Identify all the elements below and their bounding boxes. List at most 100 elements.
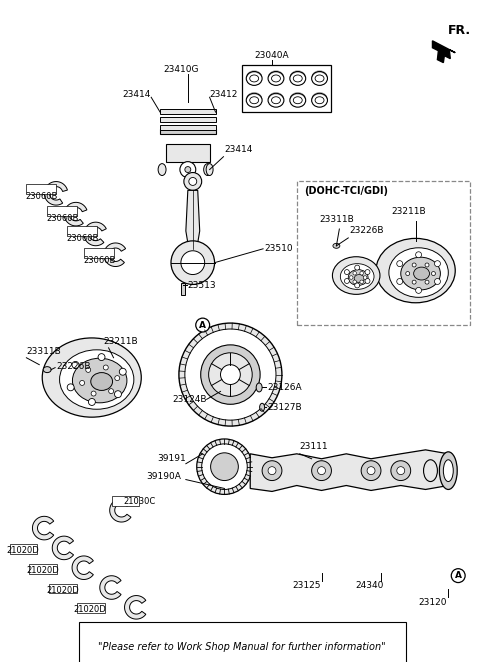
Circle shape xyxy=(185,167,191,173)
Text: A: A xyxy=(455,571,462,580)
Circle shape xyxy=(412,263,416,267)
Circle shape xyxy=(355,265,360,270)
Circle shape xyxy=(312,461,331,481)
Bar xyxy=(111,496,139,506)
Text: 23120: 23120 xyxy=(418,598,447,607)
Circle shape xyxy=(180,162,196,177)
Ellipse shape xyxy=(348,269,368,285)
Circle shape xyxy=(345,279,349,283)
Text: 23211B: 23211B xyxy=(104,338,138,346)
Circle shape xyxy=(432,271,435,275)
Polygon shape xyxy=(64,203,87,226)
Polygon shape xyxy=(250,450,448,491)
Bar xyxy=(166,144,210,162)
Ellipse shape xyxy=(414,267,430,280)
Circle shape xyxy=(360,271,363,275)
Text: 23226B: 23226B xyxy=(349,226,384,236)
Polygon shape xyxy=(44,181,67,205)
Text: 23060B: 23060B xyxy=(83,256,116,265)
Circle shape xyxy=(360,280,363,283)
Ellipse shape xyxy=(42,338,141,417)
Text: 23126A: 23126A xyxy=(267,383,302,392)
Circle shape xyxy=(397,261,403,267)
Circle shape xyxy=(355,283,360,288)
Text: 23311B: 23311B xyxy=(26,348,61,356)
Circle shape xyxy=(262,461,282,481)
Ellipse shape xyxy=(60,350,134,409)
Text: 23311B: 23311B xyxy=(320,214,354,224)
Ellipse shape xyxy=(444,459,453,481)
Ellipse shape xyxy=(91,373,112,391)
Circle shape xyxy=(181,251,204,275)
Circle shape xyxy=(416,252,421,258)
Circle shape xyxy=(268,467,276,475)
Circle shape xyxy=(72,361,79,368)
Text: 23414: 23414 xyxy=(225,145,253,154)
Circle shape xyxy=(416,287,421,293)
Polygon shape xyxy=(125,596,146,619)
Circle shape xyxy=(189,177,197,185)
Bar xyxy=(102,623,130,633)
Circle shape xyxy=(353,271,357,275)
Circle shape xyxy=(434,261,441,267)
Ellipse shape xyxy=(439,452,457,489)
Circle shape xyxy=(365,279,370,283)
Circle shape xyxy=(397,467,405,475)
Text: 23226B: 23226B xyxy=(56,362,91,371)
Circle shape xyxy=(349,276,353,279)
Text: 23060B: 23060B xyxy=(47,214,79,223)
Circle shape xyxy=(196,318,210,332)
Circle shape xyxy=(115,375,120,381)
Circle shape xyxy=(197,439,252,495)
Text: 23124B: 23124B xyxy=(172,395,207,404)
Bar xyxy=(160,117,216,122)
Polygon shape xyxy=(84,222,106,246)
Polygon shape xyxy=(72,556,94,579)
Text: 23060B: 23060B xyxy=(26,193,58,201)
Circle shape xyxy=(363,276,367,279)
Circle shape xyxy=(91,391,96,396)
Bar xyxy=(67,226,96,236)
Polygon shape xyxy=(110,498,131,522)
Ellipse shape xyxy=(376,238,455,303)
Bar xyxy=(242,65,331,112)
Circle shape xyxy=(108,389,114,394)
Text: 23060B: 23060B xyxy=(66,234,99,243)
Text: 23513: 23513 xyxy=(188,281,216,290)
Text: 21020D: 21020D xyxy=(46,585,79,594)
Circle shape xyxy=(345,269,349,275)
Text: 23414: 23414 xyxy=(123,90,151,99)
Circle shape xyxy=(171,241,215,285)
Circle shape xyxy=(115,391,121,398)
Ellipse shape xyxy=(333,244,340,248)
Circle shape xyxy=(211,453,239,481)
Circle shape xyxy=(367,467,375,475)
Bar xyxy=(77,603,105,613)
Circle shape xyxy=(88,399,96,405)
Polygon shape xyxy=(104,243,126,267)
Circle shape xyxy=(318,467,325,475)
Circle shape xyxy=(80,381,84,385)
Bar xyxy=(84,248,114,258)
Circle shape xyxy=(220,365,240,385)
Text: 39191: 39191 xyxy=(157,454,186,463)
Circle shape xyxy=(397,279,403,285)
Bar xyxy=(160,109,216,114)
Ellipse shape xyxy=(158,164,166,175)
Bar xyxy=(26,185,56,195)
Text: 21030C: 21030C xyxy=(123,497,156,506)
Bar xyxy=(49,584,77,593)
Text: A: A xyxy=(199,320,206,330)
Circle shape xyxy=(67,384,74,391)
Circle shape xyxy=(179,323,282,426)
Bar xyxy=(181,283,185,295)
Text: "Please refer to Work Shop Manual for further information": "Please refer to Work Shop Manual for fu… xyxy=(98,642,386,652)
Text: 21020D: 21020D xyxy=(26,566,59,575)
Ellipse shape xyxy=(401,258,440,290)
Circle shape xyxy=(202,444,247,489)
Circle shape xyxy=(185,329,276,420)
Text: 23412: 23412 xyxy=(210,90,238,99)
Polygon shape xyxy=(33,516,54,540)
Circle shape xyxy=(86,367,91,373)
Polygon shape xyxy=(432,41,455,63)
